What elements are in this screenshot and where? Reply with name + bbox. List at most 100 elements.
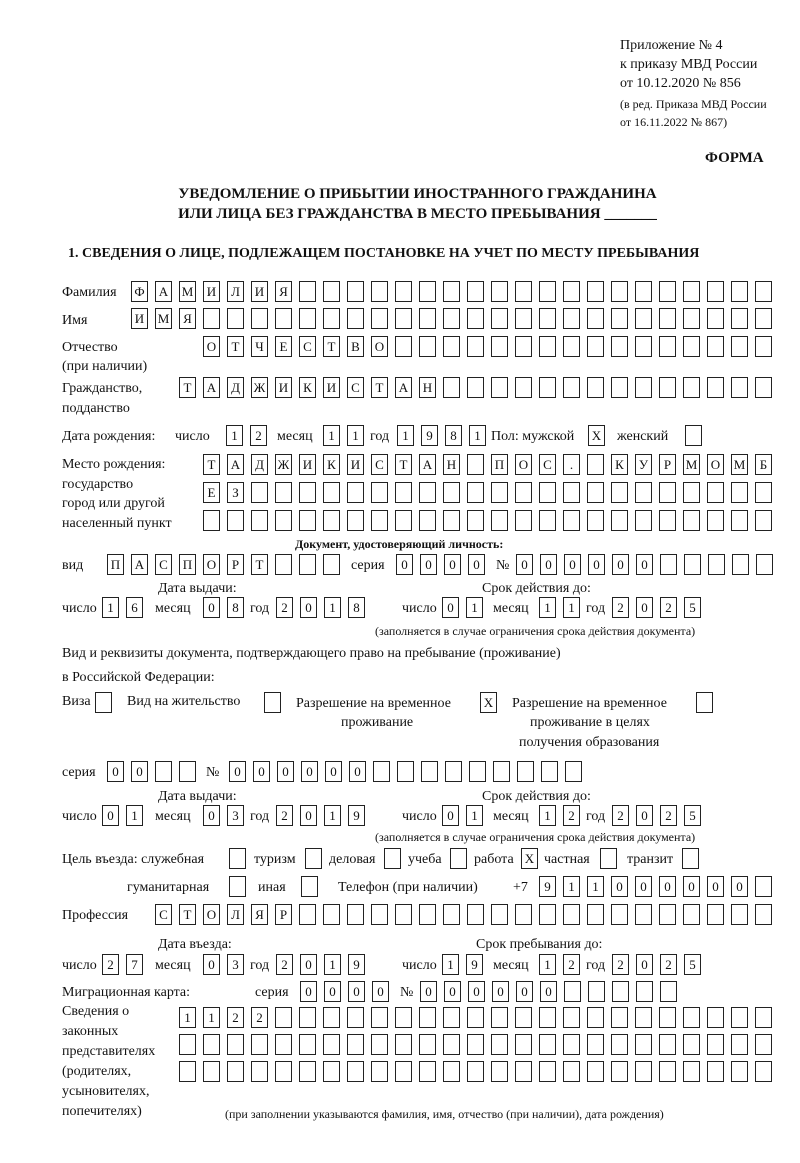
char-box[interactable]: 0	[277, 761, 294, 782]
char-box[interactable]: 0	[107, 761, 124, 782]
char-box[interactable]	[371, 1007, 388, 1028]
char-box[interactable]	[299, 904, 316, 925]
char-box[interactable]	[491, 377, 508, 398]
char-box[interactable]	[515, 510, 532, 531]
char-box[interactable]	[515, 904, 532, 925]
char-box[interactable]	[563, 904, 580, 925]
char-box[interactable]	[469, 761, 486, 782]
char-box[interactable]: А	[203, 377, 220, 398]
char-box[interactable]	[588, 981, 605, 1002]
char-box[interactable]	[179, 761, 196, 782]
char-box[interactable]: 1	[563, 597, 580, 618]
char-box[interactable]	[275, 1007, 292, 1028]
char-box[interactable]: 0	[301, 761, 318, 782]
char-box[interactable]	[203, 1061, 220, 1082]
char-box[interactable]	[419, 281, 436, 302]
char-box[interactable]: 0	[349, 761, 366, 782]
char-box[interactable]: М	[179, 281, 196, 302]
char-box[interactable]: 0	[300, 981, 317, 1002]
char-box[interactable]	[587, 377, 604, 398]
char-box[interactable]: 1	[466, 805, 483, 826]
char-box[interactable]	[371, 308, 388, 329]
char-box[interactable]	[707, 510, 724, 531]
char-box[interactable]: 0	[300, 805, 317, 826]
char-box[interactable]	[275, 482, 292, 503]
char-box[interactable]	[515, 377, 532, 398]
char-box[interactable]	[611, 336, 628, 357]
char-box[interactable]: 0	[636, 954, 653, 975]
char-box[interactable]	[683, 482, 700, 503]
char-box[interactable]: О	[707, 454, 724, 475]
char-box[interactable]	[229, 848, 246, 869]
char-box[interactable]	[515, 336, 532, 357]
char-box[interactable]	[756, 554, 773, 575]
char-box[interactable]: 2	[251, 1007, 268, 1028]
char-box[interactable]: X	[521, 848, 538, 869]
char-box[interactable]	[635, 308, 652, 329]
char-box[interactable]	[445, 761, 462, 782]
char-box[interactable]	[659, 377, 676, 398]
char-box[interactable]	[611, 281, 628, 302]
char-box[interactable]	[347, 308, 364, 329]
char-box[interactable]: 0	[683, 876, 700, 897]
char-box[interactable]	[659, 336, 676, 357]
char-box[interactable]: 1	[397, 425, 414, 446]
char-box[interactable]	[227, 1034, 244, 1055]
char-box[interactable]	[467, 1061, 484, 1082]
char-box[interactable]	[491, 308, 508, 329]
char-box[interactable]	[299, 482, 316, 503]
char-box[interactable]: П	[107, 554, 124, 575]
char-box[interactable]	[755, 482, 772, 503]
char-box[interactable]: Т	[395, 454, 412, 475]
char-box[interactable]: 2	[563, 805, 580, 826]
char-box[interactable]: С	[539, 454, 556, 475]
char-box[interactable]: 2	[563, 954, 580, 975]
char-box[interactable]	[611, 904, 628, 925]
char-box[interactable]	[636, 981, 653, 1002]
char-box[interactable]: 9	[348, 805, 365, 826]
char-box[interactable]	[491, 904, 508, 925]
char-box[interactable]: З	[227, 482, 244, 503]
char-box[interactable]	[635, 904, 652, 925]
char-box[interactable]	[539, 308, 556, 329]
char-box[interactable]	[563, 510, 580, 531]
char-box[interactable]	[373, 761, 390, 782]
char-box[interactable]	[347, 1061, 364, 1082]
char-box[interactable]: 0	[372, 981, 389, 1002]
char-box[interactable]: 0	[540, 554, 557, 575]
char-box[interactable]	[731, 510, 748, 531]
char-box[interactable]: О	[203, 554, 220, 575]
char-box[interactable]	[683, 377, 700, 398]
char-box[interactable]: 1	[324, 805, 341, 826]
char-box[interactable]	[539, 281, 556, 302]
char-box[interactable]	[384, 848, 401, 869]
char-box[interactable]	[443, 308, 460, 329]
char-box[interactable]: 1	[539, 597, 556, 618]
char-box[interactable]: Т	[179, 377, 196, 398]
char-box[interactable]	[659, 482, 676, 503]
char-box[interactable]	[299, 281, 316, 302]
char-box[interactable]: 5	[684, 954, 701, 975]
char-box[interactable]	[419, 1061, 436, 1082]
char-box[interactable]	[539, 482, 556, 503]
char-box[interactable]	[611, 482, 628, 503]
char-box[interactable]	[587, 1034, 604, 1055]
char-box[interactable]	[323, 1061, 340, 1082]
char-box[interactable]	[275, 510, 292, 531]
char-box[interactable]: Л	[227, 281, 244, 302]
char-box[interactable]	[564, 981, 581, 1002]
char-box[interactable]	[443, 1061, 460, 1082]
char-box[interactable]	[491, 482, 508, 503]
char-box[interactable]: И	[347, 454, 364, 475]
char-box[interactable]	[323, 308, 340, 329]
char-box[interactable]: 2	[250, 425, 267, 446]
char-box[interactable]	[683, 510, 700, 531]
char-box[interactable]	[467, 904, 484, 925]
char-box[interactable]: 3	[227, 954, 244, 975]
char-box[interactable]	[515, 1007, 532, 1028]
char-box[interactable]	[275, 1034, 292, 1055]
char-box[interactable]: 0	[468, 554, 485, 575]
char-box[interactable]: Е	[203, 482, 220, 503]
char-box[interactable]: И	[131, 308, 148, 329]
char-box[interactable]	[635, 377, 652, 398]
